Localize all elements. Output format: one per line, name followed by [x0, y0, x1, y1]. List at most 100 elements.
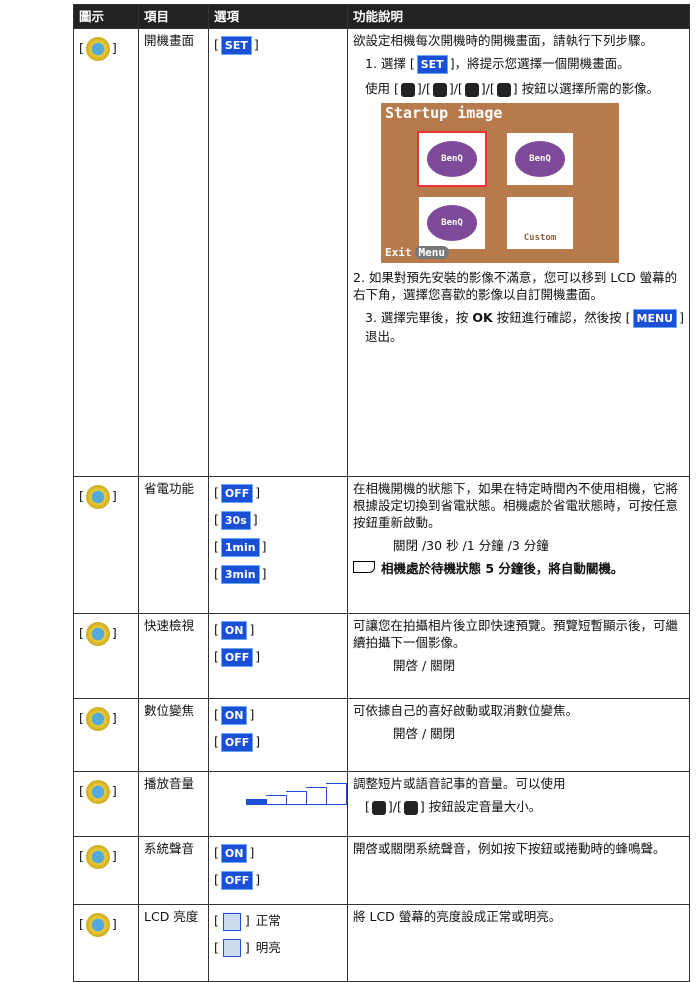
text-segment: [ [365, 799, 370, 814]
bracket: ] [111, 848, 117, 864]
option: [OFF] [214, 733, 342, 752]
bracket: [ [79, 625, 84, 641]
bracket: [ [79, 783, 84, 799]
volume-step [246, 799, 267, 805]
option-cell: [ON] [OFF] [208, 698, 348, 772]
bracket: ] [249, 622, 255, 637]
description-cell: 將 LCD 螢幕的亮度設成正常或明亮。 [347, 904, 690, 982]
bracket: ] [111, 40, 117, 56]
item-cell: 開機畫面 [138, 28, 209, 477]
bracket: [ [214, 707, 219, 722]
bracket: [ [214, 939, 219, 955]
option: [] 正常 [214, 912, 342, 931]
option-badge: OFF [220, 484, 254, 503]
description-text: 可依據自己的喜好啟動或取消數位變焦。 [353, 703, 579, 718]
option-label: 正常 [255, 913, 281, 928]
row-icon [85, 780, 110, 804]
bracket: [ [79, 710, 84, 726]
bracket: [ [214, 539, 219, 554]
row-icon [85, 37, 110, 61]
row-icon [85, 707, 110, 731]
text-segment: ]/[ [480, 81, 495, 96]
bracket: ] [261, 566, 267, 581]
volume-step [286, 791, 307, 805]
startup-screenshot: Startup image BenQ BenQ BenQ Custom Exit Menu [381, 103, 619, 263]
option-badge: OFF [220, 871, 254, 890]
option: [OFF] [214, 871, 342, 890]
list-item: 開啓 / 關閉 [393, 658, 456, 673]
button-icon [496, 82, 511, 97]
settings-table: 圖示 項目 選項 功能說明[] 開機畫面[SET] 欲設定相機每次開機時的開機畫面，請執行… [73, 4, 690, 982]
description-text: 欲設定相機每次開機時的開機畫面，請執行下列步驟。 [353, 33, 654, 48]
option-cell: [OFF][30s][1min][3min] [208, 476, 348, 614]
option-cell: [SET] [208, 28, 348, 477]
bracket: [ [214, 622, 219, 637]
option-badge: ON [220, 844, 248, 863]
bracket: [ [79, 40, 84, 56]
option: [30s] [214, 511, 342, 530]
option: [ON] [214, 844, 342, 863]
bracket: ] [261, 539, 267, 554]
text-segment: 1. 選擇 [ [365, 56, 415, 71]
bracket: ] [111, 488, 117, 504]
bracket: ] [249, 707, 255, 722]
row-icon [85, 845, 110, 869]
note-icon [353, 561, 375, 573]
icon-cell: [] [73, 698, 139, 772]
bracket: ] [244, 939, 250, 955]
description-cell: 欲設定相機每次開機時的開機畫面，請執行下列步驟。 1. 選擇 [SET]，將提示您… [347, 28, 690, 477]
text-segment: ]/[ [416, 81, 431, 96]
bracket: ] [249, 845, 255, 860]
text-segment: ]，將提示您選擇一個開機畫面。 [449, 56, 630, 71]
table-body: 圖示 項目 選項 功能說明[] 開機畫面[SET] 欲設定相機每次開機時的開機畫面，請執行… [73, 4, 690, 982]
table-row: [] 數位變焦[ON][OFF] 可依據自己的喜好啟動或取消數位變焦。 開啓 / 關閉 [73, 698, 690, 772]
table-row: [] 快速檢視[ON][OFF] 可讓您在拍攝相片後立即快速預覽。預覽短暫顯示後，可… [73, 613, 690, 699]
screen-tile: BenQ [417, 131, 487, 187]
text-segment: ] 退出。 [365, 310, 685, 344]
button-icon [403, 800, 418, 815]
option: [OFF] [214, 484, 342, 503]
note-text: 相機處於待機狀態 5 分鐘後，將自動關機。 [381, 561, 624, 576]
header-cell: 選項 [208, 4, 348, 29]
button-icon [464, 82, 479, 97]
screen-tile: BenQ [419, 197, 485, 249]
button-icon [371, 800, 386, 815]
bracket: ] [111, 710, 117, 726]
description-cell: 調整短片或語音記事的音量。可以使用 []/[] 按鈕設定音量大小。 [347, 771, 690, 837]
item-cell: 播放音量 [138, 771, 209, 837]
option-badge: ON [220, 621, 248, 640]
item-cell: 系統聲音 [138, 836, 209, 905]
description-text: 可讓您在拍攝相片後立即快速預覽。預覽短暫顯示後，可繼續拍攝下一個影像。 [353, 618, 679, 650]
table-row: [] LCD 亮度[] 正常[] 明亮將 LCD 螢幕的亮度設成正常或明亮。 [73, 904, 690, 982]
bracket: [ [214, 913, 219, 928]
description-text: 2. 如果對預先安裝的影像不滿意，您可以移到 LCD 螢幕的右下角，選擇您喜歡的… [353, 270, 678, 302]
option-badge: ON [220, 706, 248, 725]
bracket: ] [244, 913, 250, 928]
option-badge: SET [220, 36, 252, 55]
description-line: []/[] 按鈕設定音量大小。 [353, 798, 684, 815]
option: [OFF] [214, 648, 342, 667]
table-row: [] 省電功能[OFF][30s][1min][3min] 在相機開機的狀態下，如果… [73, 476, 690, 614]
bracket: [ [79, 848, 84, 864]
exit-label: Exit [385, 246, 412, 259]
table-row: [] 系統聲音 [ON] [OFF] 開啓或關閉系統聲音，例如按下按鈕或捲動時的蜂鳴聲。 [73, 836, 690, 905]
header-cell: 圖示 [73, 4, 139, 29]
bracket: [ [214, 734, 219, 749]
header-cell: 功能說明 [347, 4, 690, 29]
option-cell: [] 正常 [] 明亮 [208, 904, 348, 982]
bracket: ] [255, 649, 261, 664]
row-icon [85, 622, 110, 646]
option-badge: 30s [220, 511, 251, 530]
icon-cell: [] [73, 613, 139, 699]
bold-text: OK [472, 310, 493, 325]
list-item: 開啓 / 關閉 [393, 726, 456, 741]
text-segment: 使用 [ [365, 81, 399, 96]
bracket: [ [214, 512, 219, 527]
text-segment: 3. 選擇完畢後，按 [365, 310, 473, 325]
description-cell: 可依據自己的喜好啟動或取消數位變焦。開啓 / 關閉 [347, 698, 690, 772]
option-cell: [ON] [OFF] [208, 836, 348, 905]
logo-text: BenQ [441, 218, 463, 228]
description-cell: 開啓或關閉系統聲音，例如按下按鈕或捲動時的蜂鳴聲。 [347, 836, 690, 905]
inline-badge: SET [416, 55, 448, 74]
option-badge: 3min [220, 565, 260, 584]
